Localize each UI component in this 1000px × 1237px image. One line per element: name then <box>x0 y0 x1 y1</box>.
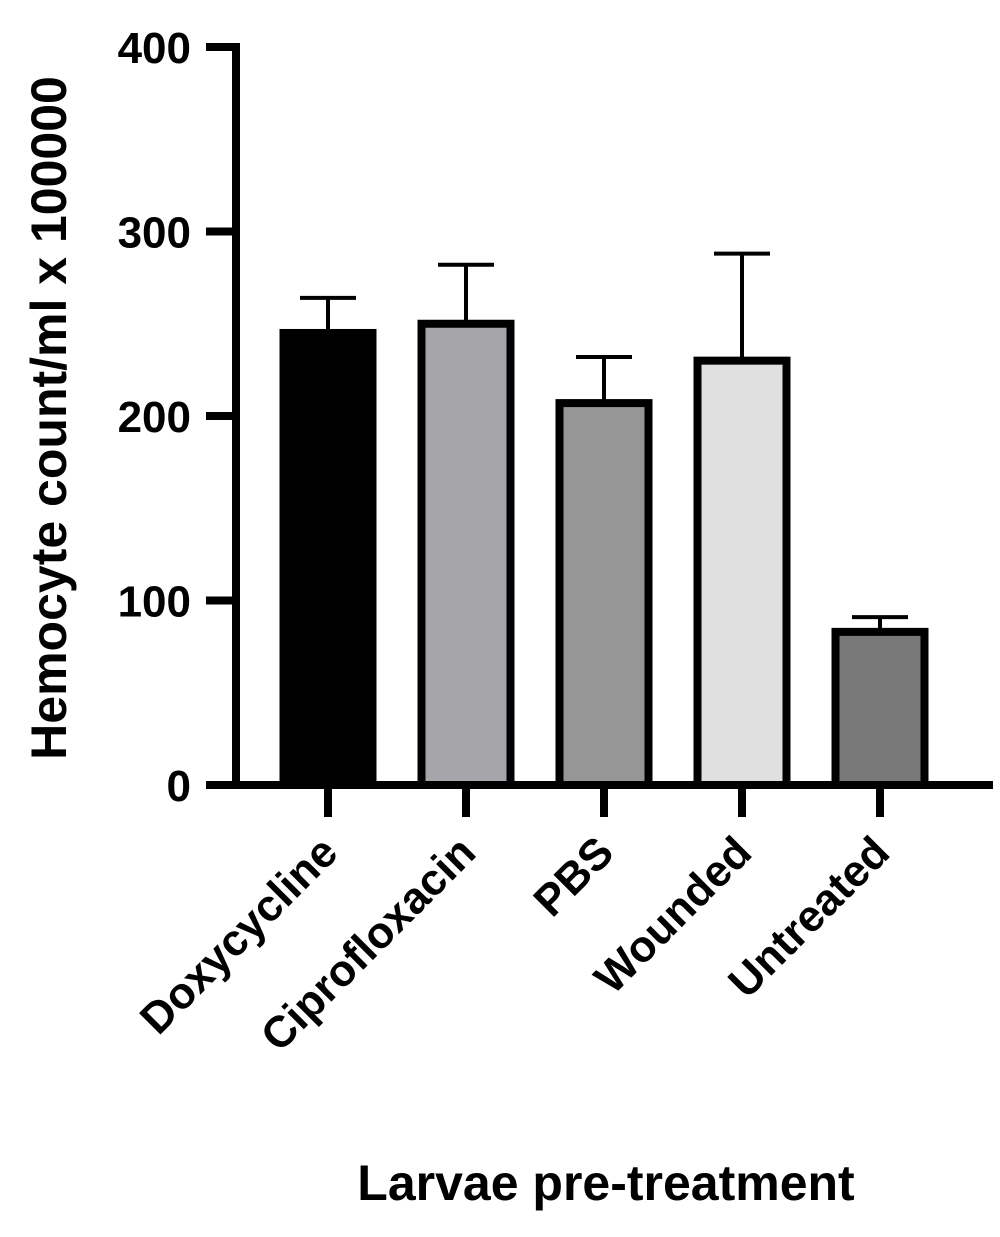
y-ticks-layer: 0 100 200 300 400 <box>118 24 236 811</box>
y-tick-label: 100 <box>118 578 191 627</box>
bar-doxycycline <box>279 328 377 789</box>
bar-pbs <box>555 399 653 789</box>
y-tick-label: 300 <box>118 209 191 258</box>
error-bars-layer <box>300 251 908 632</box>
x-axis-title: Larvae pre-treatment <box>357 1155 855 1211</box>
y-axis-title: Hemocyte count/ml x 100000 <box>21 76 77 760</box>
x-tick-label: PBS <box>524 827 623 926</box>
bar-untreated <box>831 627 929 789</box>
y-tick-label: 0 <box>167 762 191 811</box>
bar-ciprofloxacin <box>417 319 515 789</box>
y-tick-label: 400 <box>118 24 191 73</box>
y-tick-label: 200 <box>118 393 191 442</box>
bar-wounded <box>693 356 791 789</box>
